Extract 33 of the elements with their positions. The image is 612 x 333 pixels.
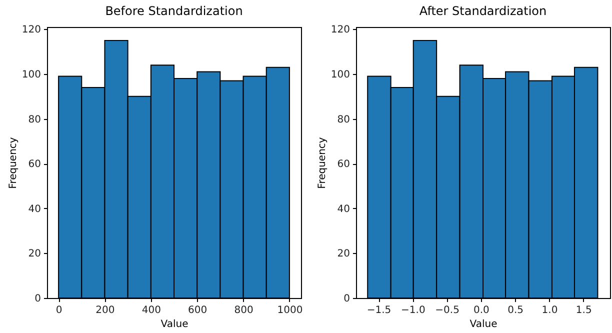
- x-tick-label: 400: [142, 305, 161, 316]
- y-tick-label: 40: [337, 204, 350, 215]
- y-tick-label: 60: [337, 159, 350, 170]
- y-tick-label: 80: [337, 114, 350, 126]
- x-tick-label: −1.0: [401, 305, 426, 316]
- y-tick-label: 0: [34, 294, 41, 304]
- y-tick-label: 40: [28, 204, 41, 215]
- chart-title: After Standardization: [419, 4, 547, 18]
- x-tick-label: 1.5: [576, 305, 592, 316]
- x-tick-label: 1000: [277, 305, 303, 316]
- x-tick-label: 0.5: [508, 305, 524, 316]
- x-tick-label: 0: [56, 305, 62, 316]
- x-tick-label: 600: [188, 305, 208, 316]
- y-tick-label: 0: [344, 294, 350, 304]
- x-tick-label: 0.0: [474, 305, 490, 316]
- y-tick-label: 20: [337, 248, 350, 260]
- y-axis-title: Frequency: [316, 137, 328, 189]
- y-tick-label: 80: [28, 114, 41, 126]
- x-axis-title: Value: [470, 319, 498, 330]
- y-tick-label: 20: [28, 248, 41, 260]
- y-tick-label: 120: [22, 24, 41, 36]
- y-tick-label: 100: [22, 70, 41, 81]
- y-tick-label: 60: [28, 159, 41, 170]
- x-tick-label: 200: [96, 305, 115, 316]
- y-tick-label: 120: [330, 24, 350, 36]
- chart-title: Before Standardization: [105, 4, 243, 18]
- x-tick-label: −1.5: [366, 305, 392, 316]
- y-axis-title: Frequency: [8, 137, 19, 189]
- x-tick-label: 800: [234, 305, 254, 316]
- x-axis-title: Value: [160, 319, 188, 330]
- x-tick-label: −0.5: [435, 305, 460, 316]
- x-tick-label: 1.0: [542, 305, 558, 316]
- y-tick-label: 100: [330, 70, 350, 81]
